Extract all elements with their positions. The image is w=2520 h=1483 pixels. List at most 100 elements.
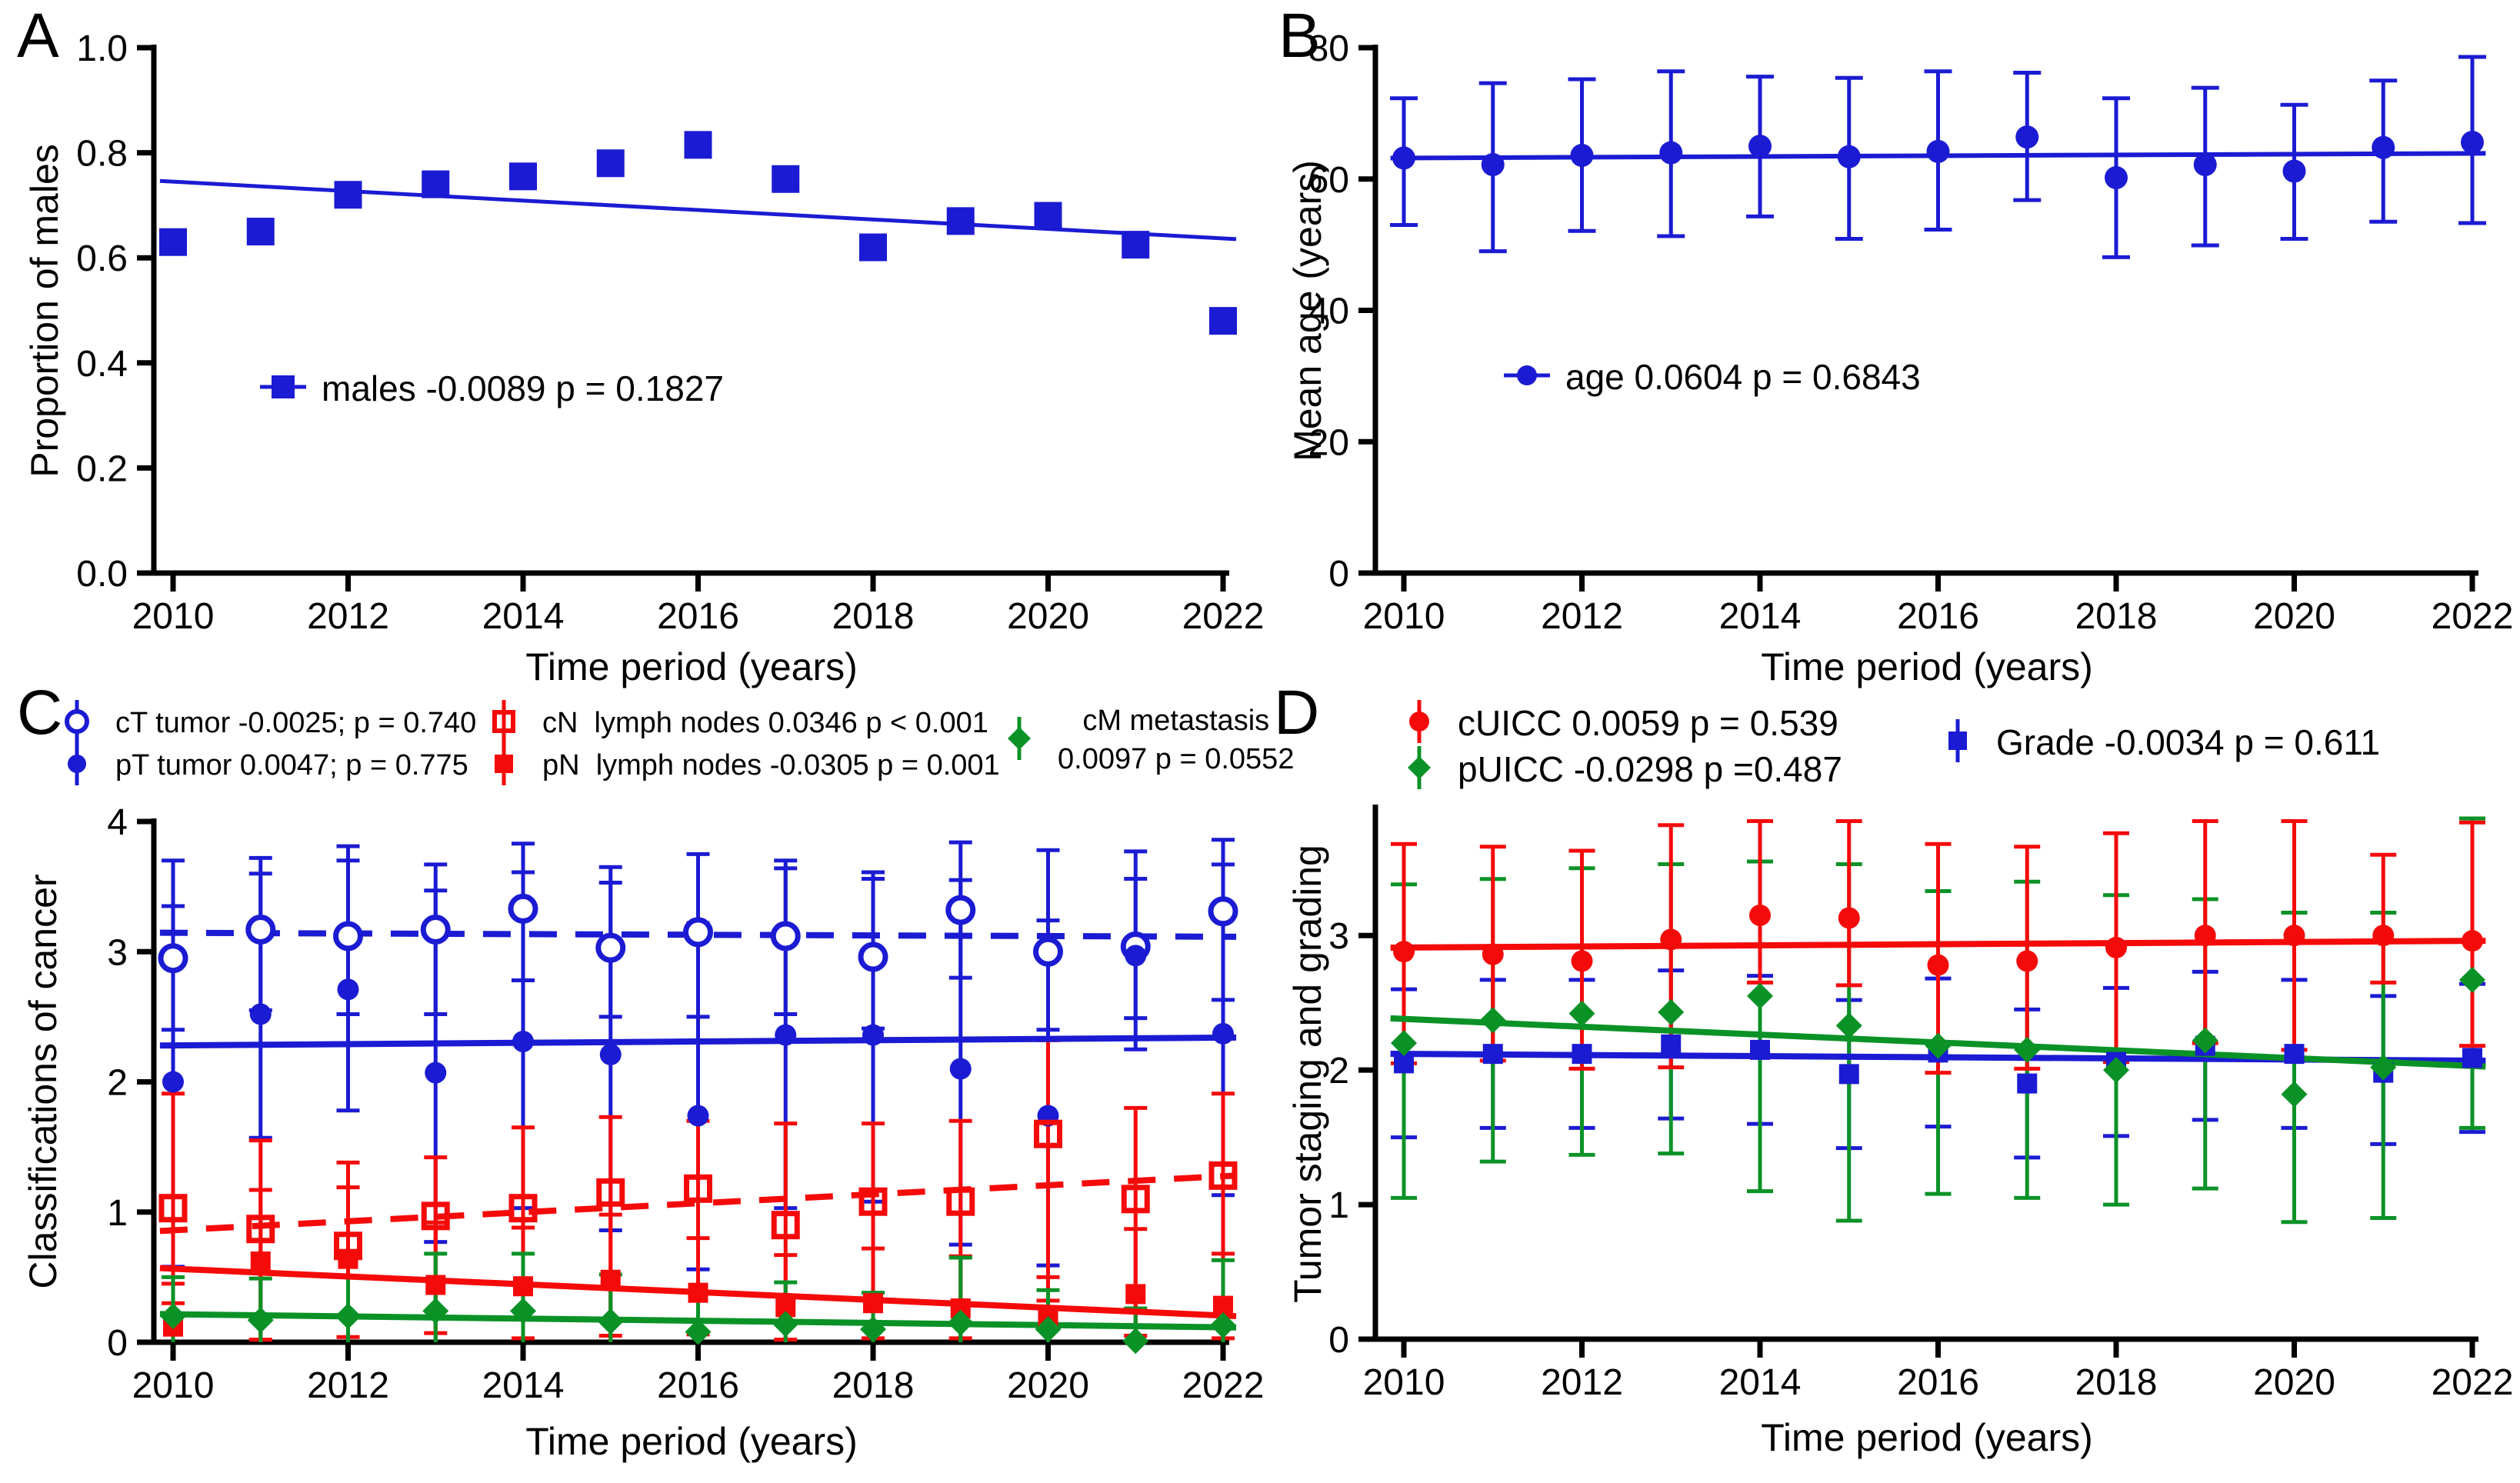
- plot-panel-d: 0 1 2 3 2010 2012 2014 2016 2018 2020 2022: [1328, 805, 2513, 1403]
- x-tick-label: 2018: [832, 1365, 915, 1406]
- cuicc-marker-icon: [1388, 691, 1450, 756]
- legend-label-cm-line1: cM metastasis: [1082, 705, 1270, 737]
- x-tick-label: 2014: [1719, 1362, 1802, 1403]
- legend-item-cn-lymph-nodes: cN lymph nodes 0.0346 p < 0.001: [473, 699, 988, 746]
- y-tick-label: 3: [1328, 916, 1349, 957]
- axes: 0 1 2 3 4 2010 2012 2014 2016 2018 2020 2022: [107, 802, 1264, 1406]
- series-cT tumor: [158, 893, 1238, 974]
- y-tick-label: 40: [1308, 292, 1349, 332]
- x-tick-label: 2018: [2075, 596, 2158, 637]
- y-tick-label: 0.8: [76, 134, 128, 175]
- x-tick-label: 2016: [657, 1365, 739, 1406]
- x-tick-label: 2010: [132, 1365, 215, 1406]
- x-tick-label: 2012: [1541, 1362, 1623, 1403]
- markers: [1391, 904, 2485, 1108]
- legend-item-grade: Grade -0.0034 p = 0.611: [1927, 718, 2381, 765]
- x-tick-label: 2022: [1182, 596, 1265, 637]
- trend-cN lymph nodes: [159, 1172, 1237, 1235]
- markers: [159, 131, 1237, 335]
- y-tick-label: 0.4: [76, 344, 128, 385]
- legend-label-grade: Grade -0.0034 p = 0.611: [1996, 722, 2381, 762]
- trend-cT tumor: [159, 929, 1237, 940]
- x-tick-label: 2012: [1541, 596, 1623, 637]
- x-axis-label-c: Time period (years): [525, 1420, 858, 1463]
- x-axis-label-d: Time period (years): [1761, 1416, 2093, 1459]
- markers: [158, 893, 1238, 1355]
- x-tick-label: 2018: [832, 596, 915, 637]
- panel-label-c: C: [17, 678, 63, 748]
- legend-item-males: males -0.0089 p = 0.1827: [252, 365, 724, 412]
- x-tick-label: 2014: [482, 596, 565, 637]
- trend-males: [159, 178, 1237, 242]
- x-tick-label: 2014: [1719, 596, 1802, 637]
- series-males: [159, 131, 1237, 335]
- y-tick-label: 20: [1308, 422, 1349, 463]
- grade-marker-icon: [1927, 710, 1988, 775]
- x-tick-label: 2010: [1363, 1362, 1445, 1403]
- y-tick-label: 80: [1308, 28, 1349, 69]
- legend-item-cuicc: cUICC 0.0059 p = 0.539: [1388, 699, 1838, 746]
- series-cN lymph nodes: [158, 1119, 1238, 1261]
- series-age: [1392, 125, 2484, 190]
- y-tick-label: 2: [107, 1063, 128, 1104]
- legend-label-age: age 0.0604 p = 0.6843: [1565, 357, 1921, 397]
- trend-pT tumor: [159, 1034, 1237, 1049]
- legend-item-pt-tumor: pT tumor 0.0047; p = 0.775: [46, 742, 468, 788]
- x-tick-label: 2022: [2432, 596, 2514, 637]
- plot-panel-c: 0 1 2 3 4 2010 2012 2014 2016 2018 2020 2022: [107, 802, 1264, 1406]
- y-tick-label: 4: [107, 802, 128, 843]
- legend-item-cm-metastasis: cM metastasis 0.0097 p = 0.0552: [988, 702, 1294, 778]
- males-marker-icon: [252, 356, 314, 422]
- x-tick-label: 2016: [1897, 1362, 1979, 1403]
- legend-label-males: males -0.0089 p = 0.1827: [322, 368, 724, 408]
- panel-label-d: D: [1274, 678, 1320, 748]
- x-tick-label: 2010: [132, 596, 215, 637]
- y-tick-label: 0.2: [76, 448, 128, 489]
- x-tick-label: 2022: [1182, 1365, 1265, 1406]
- pt-tumor-marker-icon: [46, 733, 108, 798]
- x-tick-label: 2020: [2253, 1362, 2335, 1403]
- panel-label-a: A: [17, 1, 59, 71]
- ct-tumor-marker-icon: [46, 691, 108, 756]
- y-tick-label: 1.0: [76, 28, 128, 69]
- axes: 0.0 0.2 0.4 0.6 0.8 1.0 2010 2012 2014 2016 2018 20…: [76, 28, 1264, 637]
- y-tick-label: 0: [107, 1323, 128, 1364]
- series-cUICC: [1393, 904, 2483, 976]
- cm-metastasis-marker-icon: [988, 708, 1050, 773]
- legend-item-age: age 0.0604 p = 0.6843: [1496, 354, 1921, 400]
- legend-label-cuicc: cUICC 0.0059 p = 0.539: [1458, 703, 1838, 743]
- x-tick-label: 2016: [657, 596, 739, 637]
- legend-label-cm-metastasis: cM metastasis 0.0097 p = 0.0552: [1058, 702, 1294, 778]
- series-cM metastasis: [160, 1298, 1236, 1355]
- x-tick-label: 2016: [1897, 596, 1979, 637]
- axes: 0 1 2 3 2010 2012 2014 2016 2018 2020 2022: [1328, 805, 2513, 1403]
- y-tick-label: 2: [1328, 1051, 1349, 1091]
- legend-item-pn-lymph-nodes: pN lymph nodes -0.0305 p = 0.001: [473, 742, 1000, 788]
- series-pUICC: [1391, 966, 2485, 1108]
- puicc-marker-icon: [1388, 737, 1450, 802]
- legend-label-puicc: pUICC -0.0298 p =0.487: [1458, 749, 1842, 789]
- pn-lymph-marker-icon: [473, 733, 535, 798]
- markers: [1392, 125, 2484, 190]
- legend-label-pt-tumor: pT tumor 0.0047; p = 0.775: [115, 748, 468, 781]
- y-tick-label: 1: [107, 1193, 128, 1234]
- axes: 0 20 40 60 80 2010 2012 2014 2016 2018 2020 2022: [1308, 28, 2514, 637]
- panel-label-b: B: [1278, 1, 1321, 71]
- x-axis-label-a: Time period (years): [525, 645, 858, 688]
- age-marker-icon: [1496, 345, 1558, 410]
- trend-cUICC: [1390, 938, 2486, 951]
- plot-panel-a: 0.0 0.2 0.4 0.6 0.8 1.0 2010 2012 2014 2016 2018 20…: [76, 28, 1264, 637]
- x-tick-label: 2014: [482, 1365, 565, 1406]
- trend-lines: [159, 178, 1237, 242]
- legend-label-cm-line2: 0.0097 p = 0.0552: [1058, 743, 1295, 775]
- y-tick-label: 1: [1328, 1185, 1349, 1226]
- x-tick-label: 2012: [307, 1365, 389, 1406]
- x-axis-label-b: Time period (years): [1761, 645, 2093, 688]
- legend-label-ct-tumor: cT tumor -0.0025; p = 0.740: [115, 706, 477, 739]
- x-tick-label: 2020: [2253, 596, 2335, 637]
- y-tick-label: 60: [1308, 160, 1349, 201]
- y-tick-label: 0: [1328, 554, 1349, 595]
- x-tick-label: 2020: [1007, 596, 1089, 637]
- x-tick-label: 2018: [2075, 1362, 2158, 1403]
